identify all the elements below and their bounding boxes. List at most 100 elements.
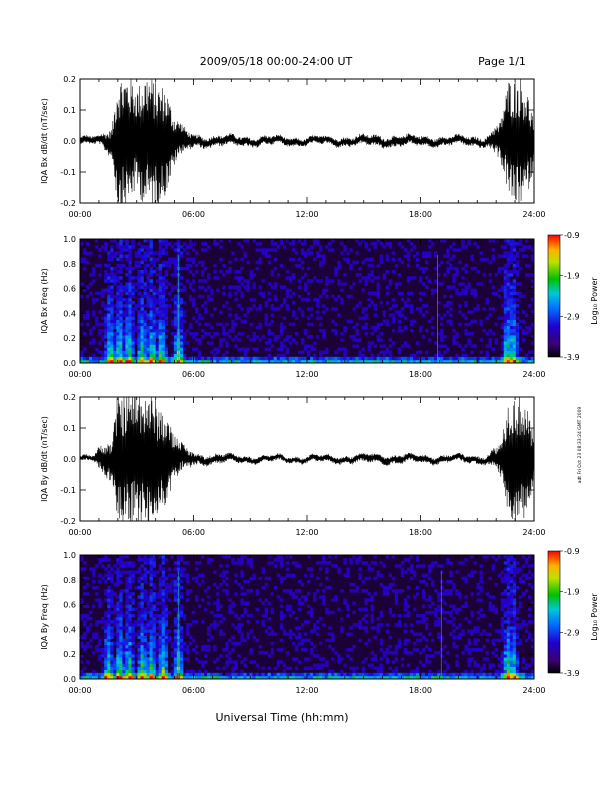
spectrogram-cell xyxy=(173,257,178,261)
spectrogram-cell xyxy=(409,672,414,677)
spectrogram-cell xyxy=(316,589,320,593)
spectrogram-cell xyxy=(131,319,135,323)
spectrogram-cell xyxy=(264,356,268,361)
spectrogram-cell xyxy=(258,285,262,289)
spectrogram-cell xyxy=(125,623,129,627)
spectrogram-cell xyxy=(364,672,368,677)
spectrogram-cell xyxy=(485,316,489,320)
spectrogram-cell xyxy=(506,672,511,677)
spectrogram-cell xyxy=(246,561,250,565)
spectrogram-cell xyxy=(409,567,414,571)
spectrogram-cell xyxy=(179,648,184,652)
spectrogram-cell xyxy=(509,657,514,661)
spectrogram-cell xyxy=(155,654,159,658)
spectrogram-cell xyxy=(406,279,411,283)
spectrogram-cell xyxy=(216,657,220,661)
spectrogram-cell xyxy=(104,353,108,358)
spectrogram-cell xyxy=(422,335,426,339)
spectrogram-cell xyxy=(512,325,517,330)
spectrogram-cell xyxy=(140,672,144,677)
spectrogram-cell xyxy=(509,288,514,292)
spectrogram-cell xyxy=(101,301,105,305)
spectrogram-cell xyxy=(379,663,383,667)
spectrogram-cell xyxy=(83,347,87,351)
spectrogram-cell xyxy=(461,561,465,565)
spectrogram-cell xyxy=(509,635,514,639)
spectrogram-cell xyxy=(234,660,238,664)
spectrogram-cell xyxy=(530,322,535,327)
spectrogram-cell xyxy=(155,632,159,636)
y-tick-label: 0.0 xyxy=(63,455,76,464)
spectrogram-cell xyxy=(527,576,532,581)
spectrogram-cell xyxy=(146,294,150,299)
spectrogram-cell xyxy=(188,641,193,646)
spectrogram-cell xyxy=(158,648,163,652)
spectrogram-cell xyxy=(243,359,247,364)
spectrogram-cell xyxy=(379,359,383,364)
spectrogram-cell xyxy=(179,579,184,584)
spectrogram-cell xyxy=(310,651,314,655)
spectrogram-cell xyxy=(234,270,238,274)
spectrogram-cell xyxy=(297,307,302,311)
spectrogram-cell xyxy=(98,657,102,661)
spectrogram-cell xyxy=(434,266,438,271)
spectrogram-cell xyxy=(524,666,529,670)
spectrogram-cell xyxy=(343,663,347,667)
spectrogram-cell xyxy=(521,356,526,361)
spectrogram-cell xyxy=(434,356,438,361)
spectrogram-cell xyxy=(146,359,150,364)
spectrogram-cell xyxy=(216,288,220,292)
spectrogram-cell xyxy=(458,356,462,361)
y-tick-label: 0.6 xyxy=(63,285,76,294)
spectrogram-cell xyxy=(152,641,156,646)
spectrogram-cell xyxy=(137,291,141,296)
spectrogram-cell xyxy=(316,242,320,246)
spectrogram-cell xyxy=(418,660,423,664)
spectrogram-cell xyxy=(152,604,156,608)
spectrogram-cell xyxy=(225,648,229,652)
spectrogram-cell xyxy=(158,564,163,568)
spectrogram-cell xyxy=(80,635,84,639)
spectrogram-cell xyxy=(446,301,450,305)
y-tick-label: 0.2 xyxy=(63,650,76,659)
spectrogram-cell xyxy=(137,657,141,661)
spectrogram-cell xyxy=(164,589,169,593)
spectrogram-cell xyxy=(228,328,232,333)
spectrogram-cell xyxy=(164,344,169,348)
spectrogram-cell xyxy=(134,288,138,292)
spectrogram-cell xyxy=(409,669,414,674)
spectrogram-cell xyxy=(385,291,390,296)
spectrogram-cell xyxy=(273,558,278,562)
spectrogram-cell xyxy=(140,301,144,305)
spectrogram-cell xyxy=(104,328,108,333)
spectrogram-cell xyxy=(352,669,356,674)
spectrogram-cell xyxy=(89,617,93,621)
spectrogram-cell xyxy=(352,672,356,677)
spectrogram-cell xyxy=(476,582,480,587)
spectrogram-cell xyxy=(373,307,377,311)
spectrogram-cell xyxy=(143,617,147,621)
spectrogram-cell xyxy=(515,356,520,361)
spectrogram-cell xyxy=(125,285,129,289)
spectrogram-cell xyxy=(328,555,332,559)
spectrogram-cell xyxy=(231,322,235,327)
y-tick-label: 0.0 xyxy=(63,137,76,146)
spectrogram-cell xyxy=(98,254,102,258)
spectrogram-cell xyxy=(152,620,156,624)
spectrogram-cell xyxy=(479,589,483,593)
spectrogram-cell xyxy=(340,338,344,342)
spectrogram-cell xyxy=(425,660,429,664)
spectrogram-cell xyxy=(101,654,105,658)
x-tick-label: 12:00 xyxy=(295,370,318,379)
spectrogram-cell xyxy=(107,251,111,255)
spectrogram-cell xyxy=(243,672,247,677)
spectrogram-cell xyxy=(195,356,199,361)
spectrogram-cell xyxy=(164,310,169,314)
spectrogram-cell xyxy=(500,579,505,584)
spectrogram-cell xyxy=(137,248,141,252)
spectrogram-cell xyxy=(246,282,250,286)
spectrogram-cell xyxy=(149,620,153,624)
spectrogram-cell xyxy=(140,623,144,627)
spectrogram-cell xyxy=(86,644,90,649)
spectrogram-cell xyxy=(313,626,317,630)
